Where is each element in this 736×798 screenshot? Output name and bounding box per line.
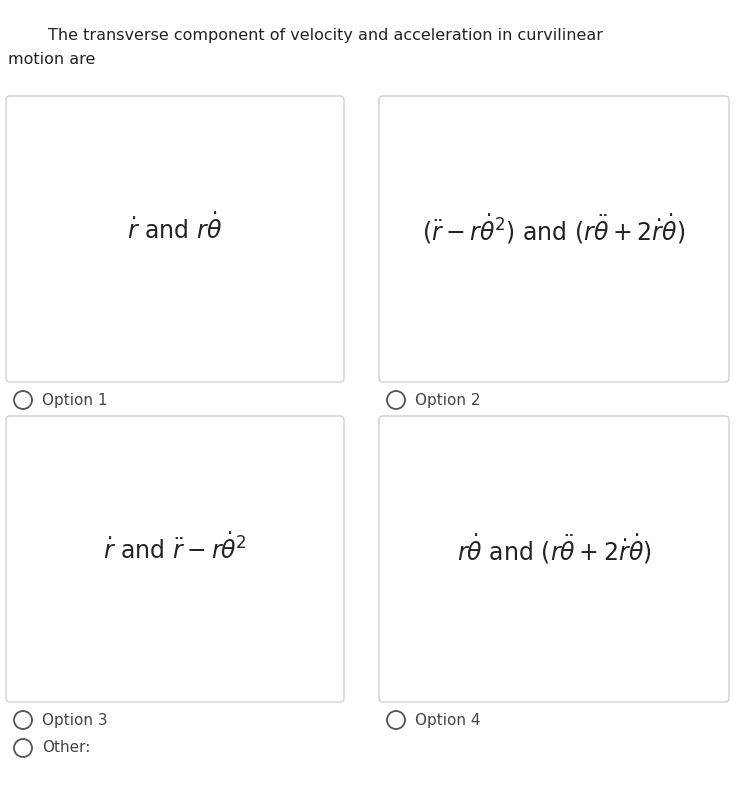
- FancyBboxPatch shape: [379, 96, 729, 382]
- Text: Option 3: Option 3: [42, 713, 107, 728]
- Text: The transverse component of velocity and acceleration in curvilinear: The transverse component of velocity and…: [48, 28, 603, 43]
- Text: Other:: Other:: [42, 741, 91, 756]
- Text: Option 2: Option 2: [415, 393, 481, 408]
- FancyBboxPatch shape: [379, 416, 729, 702]
- Text: $\dot{r}\ \mathrm{and}\ r\dot{\theta}$: $\dot{r}\ \mathrm{and}\ r\dot{\theta}$: [127, 214, 222, 244]
- Text: $r\dot{\theta}\ \mathrm{and}\ (r\ddot{\theta} + 2\dot{r}\dot{\theta})$: $r\dot{\theta}\ \mathrm{and}\ (r\ddot{\t…: [456, 532, 651, 566]
- FancyBboxPatch shape: [6, 96, 344, 382]
- Text: motion are: motion are: [8, 52, 96, 67]
- Text: $\dot{r}\ \mathrm{and}\ \ddot{r} - r\dot{\theta}^2$: $\dot{r}\ \mathrm{and}\ \ddot{r} - r\dot…: [103, 534, 247, 564]
- Text: Option 4: Option 4: [415, 713, 481, 728]
- FancyBboxPatch shape: [6, 416, 344, 702]
- Text: Option 1: Option 1: [42, 393, 107, 408]
- Text: $(\ddot{r} - r\dot{\theta}^2)\ \mathrm{and}\ (r\ddot{\theta} + 2\dot{r}\dot{\the: $(\ddot{r} - r\dot{\theta}^2)\ \mathrm{a…: [422, 212, 686, 246]
